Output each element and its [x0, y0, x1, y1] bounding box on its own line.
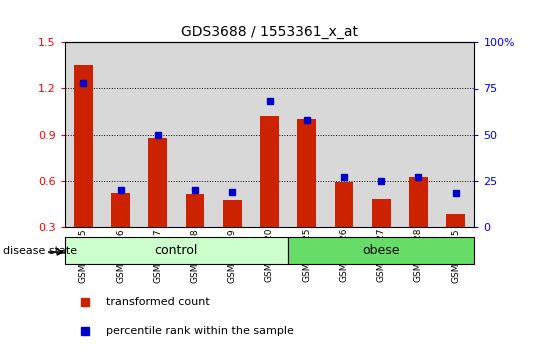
Bar: [288, 42, 326, 227]
Bar: [400, 42, 437, 227]
Bar: [223, 200, 241, 227]
Bar: [186, 194, 204, 227]
Bar: [139, 42, 176, 227]
Bar: [298, 119, 316, 227]
Bar: [102, 42, 139, 227]
Bar: [437, 42, 474, 227]
Bar: [65, 237, 288, 264]
Text: control: control: [155, 244, 198, 257]
Bar: [372, 199, 391, 227]
Bar: [446, 214, 465, 227]
Bar: [335, 182, 353, 227]
Bar: [148, 138, 167, 227]
Bar: [363, 42, 400, 227]
Text: disease state: disease state: [3, 246, 77, 256]
Bar: [409, 177, 428, 227]
Bar: [260, 116, 279, 227]
Bar: [74, 65, 93, 227]
Text: percentile rank within the sample: percentile rank within the sample: [106, 326, 294, 336]
Bar: [65, 42, 102, 227]
Title: GDS3688 / 1553361_x_at: GDS3688 / 1553361_x_at: [181, 25, 358, 39]
Bar: [111, 193, 130, 227]
Text: obese: obese: [362, 244, 400, 257]
Bar: [251, 42, 288, 227]
Bar: [213, 42, 251, 227]
Text: transformed count: transformed count: [106, 297, 209, 307]
Bar: [176, 42, 213, 227]
Bar: [288, 237, 474, 264]
Bar: [326, 42, 363, 227]
